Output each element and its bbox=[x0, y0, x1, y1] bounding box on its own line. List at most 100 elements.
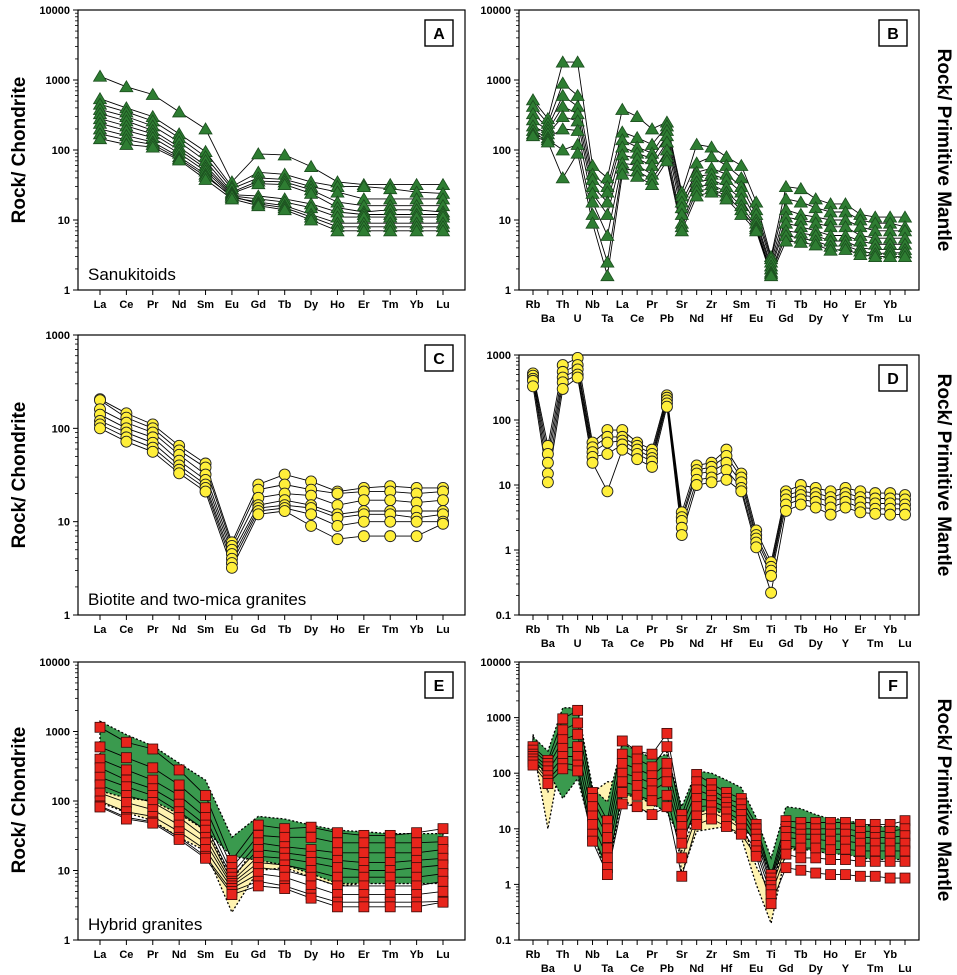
data-point bbox=[646, 809, 658, 821]
data-point bbox=[357, 494, 370, 507]
x-tick-label: Ho bbox=[823, 299, 838, 311]
x-tick-label: Pr bbox=[147, 299, 159, 311]
panel-annotation: Sanukitoids bbox=[88, 265, 176, 284]
x-tick-label: Ta bbox=[601, 963, 614, 975]
data-point bbox=[735, 828, 747, 840]
data-point bbox=[884, 845, 896, 857]
data-point bbox=[200, 852, 211, 864]
y-tick-label: 0.1 bbox=[496, 935, 511, 947]
data-point bbox=[661, 776, 673, 788]
data-point bbox=[555, 76, 570, 89]
ylabel-row1-right: Rock/ Primitive Mantle bbox=[933, 49, 954, 252]
data-point bbox=[854, 870, 866, 882]
data-point bbox=[279, 883, 291, 894]
x-tick-label: Pr bbox=[147, 624, 159, 636]
x-tick-label: Pb bbox=[660, 638, 674, 650]
x-tick-label: Zr bbox=[706, 299, 718, 311]
data-point bbox=[171, 153, 187, 166]
x-tick-label: Ho bbox=[823, 949, 838, 961]
y-tick-label: 1000 bbox=[487, 75, 511, 87]
data-point bbox=[145, 140, 160, 153]
data-point bbox=[572, 741, 584, 753]
x-tick-label: Nd bbox=[172, 624, 187, 636]
x-tick-label: Yb bbox=[410, 624, 424, 636]
data-point bbox=[659, 154, 675, 167]
data-point bbox=[661, 741, 673, 753]
data-point bbox=[795, 864, 807, 876]
data-point bbox=[750, 850, 762, 862]
y-tick-label: 0.1 bbox=[496, 610, 511, 622]
y-tick-label: 1000 bbox=[46, 75, 70, 87]
panel-e: 1 10 100 1000 10000 La Ce Pr Nd Sm Eu Gd Tb Dy Ho Er Tm Y… bbox=[39, 657, 466, 961]
data-point bbox=[602, 832, 613, 843]
data-point bbox=[145, 87, 160, 100]
data-point bbox=[356, 224, 372, 237]
x-tick-label: La bbox=[616, 299, 630, 311]
data-point bbox=[585, 216, 600, 229]
y-tick-label: 1 bbox=[505, 285, 511, 297]
data-point bbox=[646, 460, 658, 473]
data-point bbox=[706, 813, 717, 825]
x-tick-label: Dy bbox=[809, 963, 824, 975]
data-point bbox=[780, 848, 792, 860]
x-tick-label: Ce bbox=[119, 949, 133, 961]
data-point bbox=[120, 764, 132, 776]
data-point bbox=[587, 818, 598, 830]
data-point bbox=[357, 530, 370, 543]
data-point bbox=[411, 862, 423, 874]
x-tick-label: Yb bbox=[883, 624, 897, 636]
x-tick-label: Ce bbox=[630, 313, 644, 325]
data-point bbox=[570, 55, 585, 68]
x-tick-label: Eu bbox=[749, 963, 763, 975]
data-point bbox=[869, 855, 881, 867]
x-tick-label: Yb bbox=[410, 949, 424, 961]
data-point bbox=[795, 852, 807, 864]
data-point bbox=[854, 845, 866, 857]
data-point bbox=[810, 842, 822, 854]
x-tick-label: Ho bbox=[330, 624, 345, 636]
data-point bbox=[631, 780, 643, 791]
data-point bbox=[897, 249, 913, 263]
y-tick-label: 1000 bbox=[46, 727, 70, 739]
ylabel-row2-right: Rock/ Primitive Mantle bbox=[933, 374, 954, 577]
x-tick-label: U bbox=[574, 963, 582, 975]
panel-letter-box bbox=[424, 671, 454, 699]
data-point bbox=[631, 753, 643, 765]
data-point bbox=[676, 837, 688, 849]
data-point bbox=[572, 717, 584, 729]
data-point bbox=[437, 896, 449, 908]
data-point bbox=[119, 137, 134, 150]
ylabel-row3-left: Rock/ Chondrite bbox=[9, 727, 30, 874]
data-point bbox=[252, 819, 264, 831]
x-tick-label: Eu bbox=[225, 299, 239, 311]
ylabel-row1-left: Rock/ Chondrite bbox=[9, 77, 30, 224]
data-point bbox=[690, 479, 703, 491]
data-point bbox=[384, 530, 397, 543]
data-point bbox=[825, 844, 836, 856]
x-tick-label: Dy bbox=[809, 638, 824, 650]
y-tick-label: 10 bbox=[58, 517, 70, 529]
plot-frame bbox=[77, 9, 466, 291]
y-tick-label: 10 bbox=[499, 215, 511, 227]
plot-frame bbox=[77, 334, 466, 616]
data-point bbox=[601, 485, 614, 498]
data-point bbox=[616, 798, 628, 810]
x-tick-label: Yb bbox=[410, 299, 424, 311]
x-tick-label: Ba bbox=[541, 638, 556, 650]
x-tick-label: Gd bbox=[778, 963, 793, 975]
data-point bbox=[94, 422, 106, 435]
x-tick-label: Ba bbox=[541, 963, 556, 975]
x-tick-label: Rb bbox=[526, 299, 541, 311]
data-point bbox=[555, 171, 570, 184]
data-point bbox=[884, 508, 897, 521]
data-point bbox=[646, 785, 658, 797]
data-point bbox=[358, 837, 370, 849]
data-point bbox=[279, 831, 291, 843]
data-point bbox=[854, 506, 867, 519]
data-point bbox=[869, 870, 881, 882]
data-point bbox=[884, 872, 896, 884]
data-point bbox=[384, 847, 396, 859]
data-point bbox=[94, 801, 106, 813]
panel-c: 1 10 100 1000 La Ce Pr Nd Sm Eu Gd Tb Dy Ho Er Tm Yb Lu C B… bbox=[46, 330, 466, 636]
